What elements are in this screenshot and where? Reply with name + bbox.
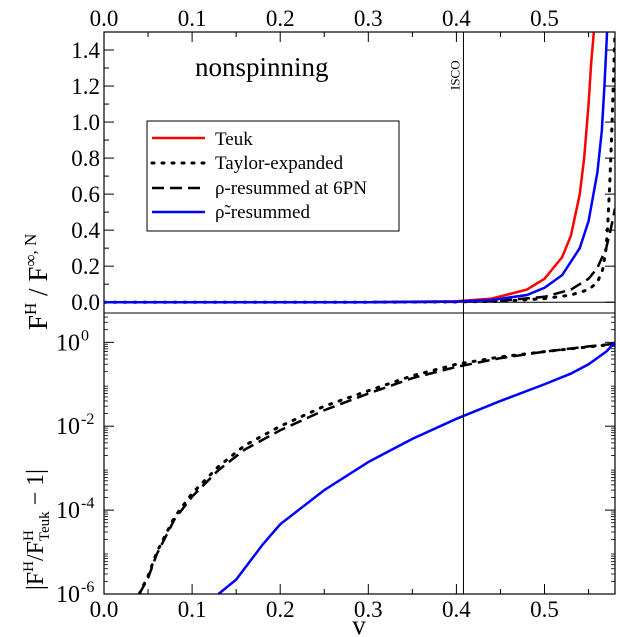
- top-y-tick-label: 0.0: [71, 290, 100, 315]
- bottom-y-tick-exponent: -6: [81, 579, 94, 596]
- top-panel: 0.0 0.1 0.2 0.3 0.4 0.5 0.0 0.2 0.4 0.6 0.8 1.0 1.2 1…: [21, 6, 615, 330]
- bottom-ylabel-sup2: H: [21, 530, 37, 541]
- bottom-x-tick-label: 0.5: [530, 597, 559, 622]
- top-y-axis-label: FH / F∞, N: [21, 234, 53, 330]
- bottom-y-tick-base: 10: [56, 582, 80, 608]
- legend-label-rho-6pn: ρ-resummed at 6PN: [215, 178, 367, 199]
- bottom-y-tick-base: 10: [56, 498, 80, 524]
- bottom-x-tick-label: 0.3: [354, 597, 383, 622]
- bottom-x-tick-label: 0.1: [178, 597, 207, 622]
- bottom-x-tick-label: 0.2: [266, 597, 295, 622]
- legend: Teuk Taylor-expanded ρ-resummed at 6PN ρ…: [146, 120, 400, 232]
- x-axis-label: v: [352, 610, 366, 637]
- bottom-x-tick-label: 0.4: [442, 597, 471, 622]
- legend-label-rho-tilde: ρ̃-resummed: [215, 202, 310, 223]
- top-y-tick-label: 0.2: [71, 254, 100, 279]
- bottom-series-line-0: [137, 342, 615, 594]
- bottom-y-tick-exponent: -4: [81, 495, 94, 512]
- top-y-tick-label: 1.0: [71, 110, 100, 135]
- top-ylabel-sup2: ∞, N: [21, 234, 40, 267]
- bottom-y-tick-label: 10: [56, 414, 80, 440]
- top-panel-axes: 0.0 0.1 0.2 0.3 0.4 0.5 0.0 0.2 0.4 0.6 0.8 1.0 1.2 1…: [71, 6, 615, 315]
- nonspinning-annotation: nonspinning: [195, 52, 329, 82]
- legend-label-taylor: Taylor-expanded: [215, 153, 344, 174]
- bottom-y-tick-base: 10: [56, 330, 80, 356]
- bottom-x-tick-label: 0.0: [90, 597, 119, 622]
- top-y-tick-label: 0.6: [71, 182, 100, 207]
- bottom-ylabel-post: − 1|: [23, 469, 49, 511]
- bottom-ylabel-sub2: Teuk: [37, 511, 53, 541]
- top-ylabel-main: F: [23, 315, 53, 330]
- top-panel-series: [104, 32, 615, 304]
- top-series-line-2: [104, 208, 615, 304]
- bottom-series-line-2: [217, 341, 615, 594]
- bottom-y-tick-label: 10: [56, 582, 80, 608]
- bottom-ylabel-pre: |F: [23, 572, 49, 590]
- top-series-line-1: [104, 32, 615, 304]
- bottom-y-tick-exponent: 0: [81, 327, 89, 344]
- isco-label: ISCO: [447, 60, 462, 90]
- bottom-y-tick-label: 10: [56, 498, 80, 524]
- top-x-tick-label: 0.0: [90, 6, 119, 31]
- bottom-y-tick-base: 10: [56, 414, 80, 440]
- top-x-tick-label: 0.1: [178, 6, 207, 31]
- top-series-line-3: [104, 32, 609, 304]
- bottom-y-tick-exponent: -2: [81, 411, 94, 428]
- bottom-y-axis-label: |FH/FHTeuk − 1|: [21, 469, 53, 590]
- top-y-tick-label: 0.8: [71, 146, 100, 171]
- bottom-ylabel-sup1: H: [21, 561, 37, 572]
- top-ylabel-sup1: H: [21, 303, 40, 315]
- top-y-tick-label: 0.4: [71, 218, 100, 243]
- top-y-tick-label: 1.2: [71, 74, 100, 99]
- top-y-tick-label: 1.4: [71, 38, 100, 63]
- top-x-tick-label: 0.5: [530, 6, 559, 31]
- top-x-tick-label: 0.3: [354, 6, 383, 31]
- top-ylabel-mid: / F: [23, 267, 53, 303]
- bottom-y-tick-label: 10: [56, 330, 80, 356]
- top-x-tick-label: 0.2: [266, 6, 295, 31]
- bottom-series-line-1: [138, 342, 615, 594]
- bottom-panel-series: [137, 341, 615, 594]
- legend-label-teuk: Teuk: [215, 129, 253, 150]
- top-x-tick-label: 0.4: [442, 6, 471, 31]
- bottom-ylabel-slash: /F: [23, 541, 49, 561]
